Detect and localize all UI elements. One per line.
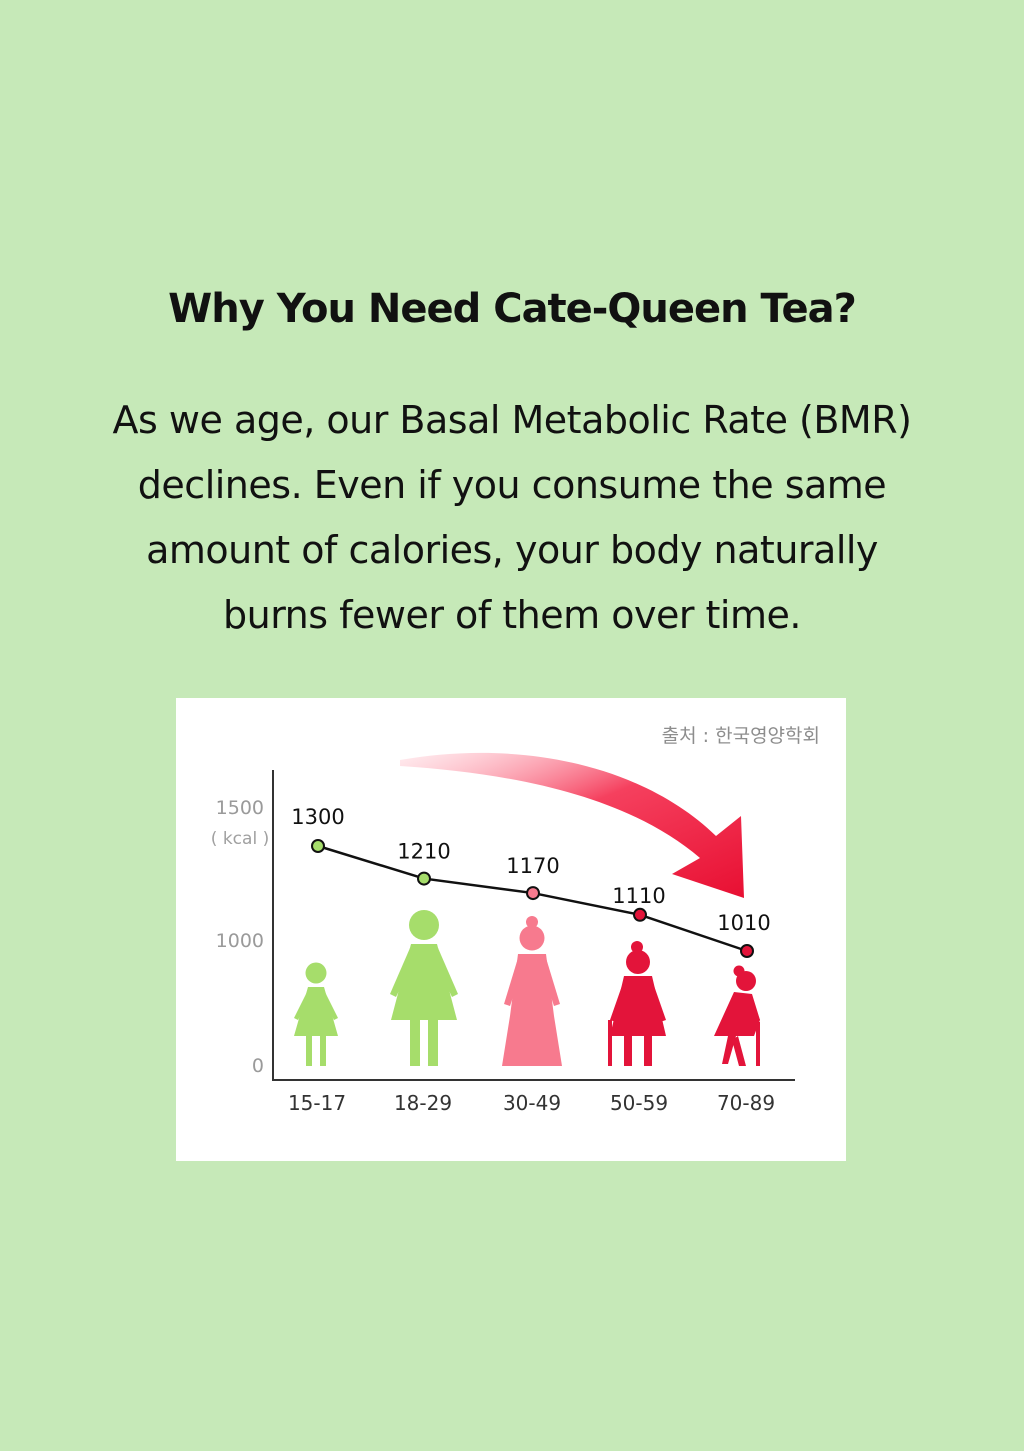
x-tick-label-15-17: 15-17 [288, 1091, 346, 1115]
data-label-15-17: 1300 [291, 805, 344, 829]
older-woman-with-cane-icon [608, 941, 666, 1066]
x-tick-label-18-29: 18-29 [394, 1091, 452, 1115]
intro-line-1: As we age, our Basal Metabolic Rate (BMR… [112, 398, 912, 442]
decline-arrow-icon [400, 752, 744, 898]
x-tick-label-70-89: 70-89 [717, 1091, 775, 1115]
woman-figure-icon [390, 910, 458, 1066]
x-tick-label-50-59: 50-59 [610, 1091, 668, 1115]
bmr-series: 1300 1210 1170 1110 1010 [291, 805, 771, 958]
elderly-woman-with-cane-icon [714, 965, 760, 1066]
y-tick-label-1500: 1500 [216, 797, 264, 819]
data-point-70-89 [740, 944, 754, 958]
y-axis-unit: ( kcal ) [211, 829, 269, 849]
girl-figure-icon [294, 962, 338, 1066]
page-title: Why You Need Cate-Queen Tea? [168, 286, 857, 332]
bmr-line-chart: 출처 : 한국영양학회 1500 ( kcal ) 1000 0 [211, 725, 820, 1115]
x-axis-labels: 15-17 18-29 30-49 50-59 70-89 [288, 1091, 775, 1115]
data-label-50-59: 1110 [612, 884, 665, 908]
intro-line-3: amount of calories, your body naturally [146, 528, 878, 572]
data-label-18-29: 1210 [397, 840, 450, 864]
data-point-18-29 [417, 871, 431, 886]
y-tick-label-0: 0 [252, 1055, 264, 1077]
middle-aged-woman-figure-icon [502, 916, 562, 1066]
intro-line-4: burns fewer of them over time. [223, 593, 801, 637]
data-label-30-49: 1170 [506, 854, 559, 878]
data-point-15-17 [311, 839, 325, 853]
y-tick-label-1000: 1000 [216, 930, 264, 952]
source-note: 출처 : 한국영양학회 [662, 725, 820, 747]
intro-line-2: declines. Even if you consume the same [137, 463, 887, 507]
data-label-70-89: 1010 [717, 911, 770, 935]
data-point-50-59 [633, 907, 647, 922]
x-tick-label-30-49: 30-49 [503, 1091, 561, 1115]
intro-paragraph: As we age, our Basal Metabolic Rate (BMR… [40, 388, 984, 648]
data-point-30-49 [526, 886, 540, 901]
bmr-chart-card: 출처 : 한국영양학회 1500 ( kcal ) 1000 0 [176, 698, 846, 1161]
